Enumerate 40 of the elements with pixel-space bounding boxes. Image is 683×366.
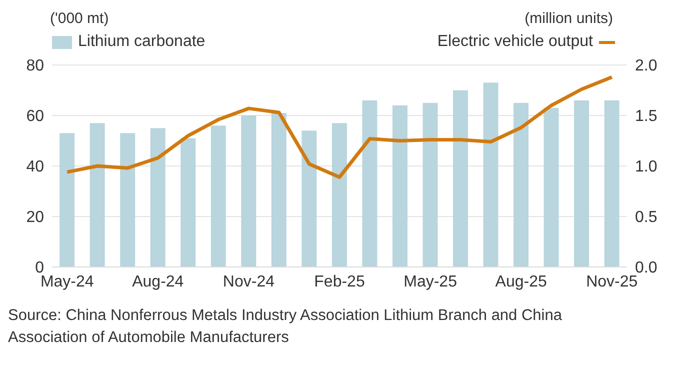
bar bbox=[332, 123, 347, 267]
x-tick-label: May-25 bbox=[404, 273, 458, 290]
bar bbox=[210, 126, 226, 267]
y2-tick-label: 1.5 bbox=[635, 108, 658, 126]
bar bbox=[120, 133, 136, 267]
legend-label: Lithium carbonate bbox=[78, 33, 206, 51]
line-series bbox=[65, 75, 614, 179]
text: Electric vehicle output bbox=[437, 33, 593, 51]
bar bbox=[514, 102, 529, 267]
x-tick-label: Nov-25 bbox=[586, 273, 638, 290]
x-tick-label: Aug-25 bbox=[495, 273, 547, 290]
source-note: Source: China Nonferrous Metals Industry Association Lithium Branch and China Association of Automobile Manufacturers bbox=[8, 306, 563, 348]
y2-tick-label: 1.0 bbox=[635, 158, 658, 176]
bar bbox=[90, 123, 105, 267]
bar bbox=[302, 130, 317, 267]
y2-axis-title: (million units) bbox=[524, 10, 613, 27]
y-axis-title: ('000 mt) bbox=[50, 10, 109, 27]
bar bbox=[180, 138, 196, 267]
bar bbox=[604, 100, 620, 267]
y-tick-label: 40 bbox=[26, 158, 44, 176]
y-tick-label: 60 bbox=[26, 108, 44, 126]
y-tick-label: 20 bbox=[26, 209, 44, 226]
y2-tick-label: 2.0 bbox=[635, 58, 658, 75]
bar bbox=[483, 82, 498, 267]
bar bbox=[574, 100, 590, 267]
bar bbox=[362, 100, 378, 267]
x-tick-label: Feb-25 bbox=[314, 273, 365, 290]
y-tick-label: 80 bbox=[26, 58, 44, 75]
bar bbox=[60, 133, 75, 267]
bar bbox=[150, 128, 166, 267]
y2-tick-label: 0.0 bbox=[635, 260, 658, 277]
x-tick-label: Nov-24 bbox=[222, 273, 275, 290]
bar bbox=[422, 102, 438, 267]
bar bbox=[271, 112, 286, 267]
bar bbox=[241, 116, 256, 267]
y2-tick-label: 0.5 bbox=[635, 209, 658, 226]
bar bbox=[544, 108, 559, 267]
x-tick-label: Aug-24 bbox=[132, 273, 184, 290]
bar bbox=[392, 105, 408, 267]
bar bbox=[452, 90, 468, 267]
